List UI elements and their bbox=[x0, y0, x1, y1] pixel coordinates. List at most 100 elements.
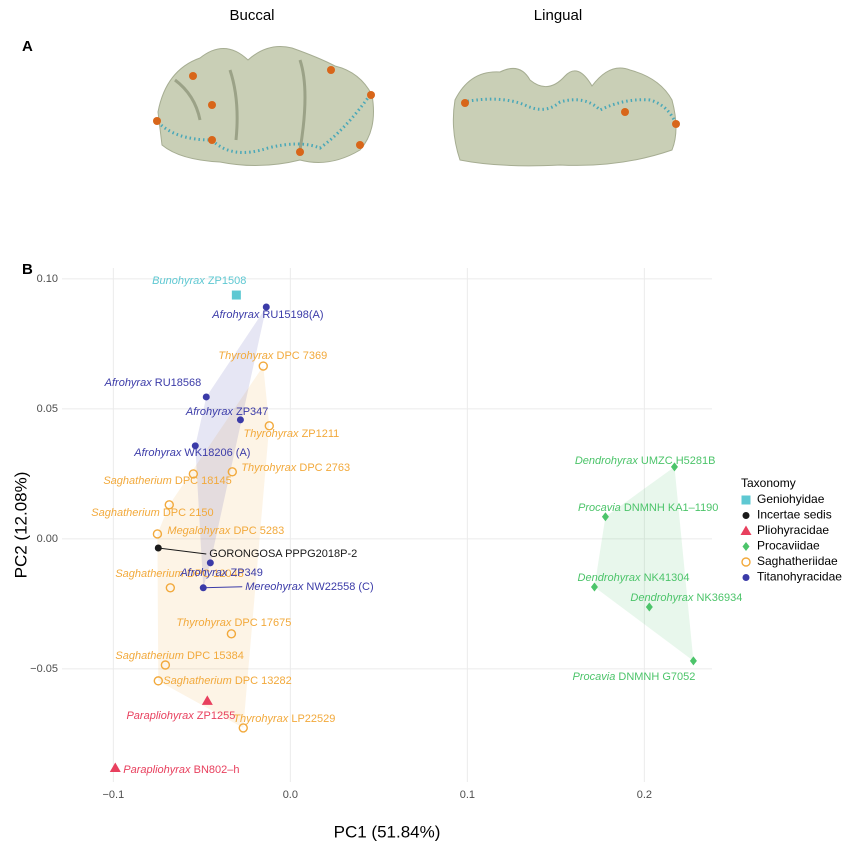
point bbox=[202, 393, 210, 401]
point bbox=[236, 416, 244, 424]
legend-label: Incertae sedis bbox=[757, 508, 832, 522]
y-tick-label: −0.05 bbox=[30, 663, 58, 675]
genus: Saghatherium bbox=[115, 650, 184, 662]
point-label: Thyrohyrax LP22529 bbox=[233, 713, 335, 725]
specimen: DPC 5283 bbox=[233, 525, 284, 537]
specimen: WK18206 (A) bbox=[184, 447, 250, 459]
point-label: Thyrohyrax DPC 17675 bbox=[176, 617, 291, 629]
point-label: Bunohyrax ZP1508 bbox=[152, 275, 246, 287]
legend-label: Titanohyracidae bbox=[757, 570, 842, 584]
point bbox=[601, 512, 609, 522]
specimen: DNMNH G7052 bbox=[618, 671, 695, 683]
point bbox=[153, 676, 163, 686]
genus: Saghatherium bbox=[115, 568, 184, 580]
genus: Afrohyrax bbox=[179, 567, 228, 579]
genus: Procavia bbox=[573, 671, 616, 683]
point bbox=[152, 529, 163, 539]
point-label: GORONGOSA PPPG2018P-2 bbox=[209, 548, 357, 560]
genus: Dendrohyrax bbox=[578, 572, 641, 584]
specimen: LP22529 bbox=[291, 713, 335, 725]
view-label: Buccal bbox=[229, 7, 274, 24]
specimen: NK36934 bbox=[696, 592, 742, 604]
point bbox=[165, 583, 176, 593]
specimen: DPC 2150 bbox=[163, 507, 214, 519]
x-axis-title: PC1 (51.84%) bbox=[334, 822, 441, 841]
legend-title: Taxonomy bbox=[741, 476, 796, 490]
label-connector bbox=[158, 547, 207, 555]
panel-a: A Buccal Lingual bbox=[22, 7, 680, 167]
panel-label: A bbox=[22, 38, 33, 55]
specimen: GORONGOSA PPPG2018P-2 bbox=[209, 548, 357, 560]
x-tick-label: −0.1 bbox=[102, 789, 124, 801]
x-tick-label: 0.1 bbox=[460, 789, 475, 801]
point bbox=[191, 442, 199, 450]
point bbox=[154, 544, 162, 552]
point bbox=[188, 469, 199, 479]
tooth-ridge bbox=[174, 59, 307, 151]
point-label: Parapliohyrax BN802–h bbox=[123, 764, 239, 776]
y-tick-label: 0.00 bbox=[37, 533, 58, 545]
genus: Procavia bbox=[578, 502, 621, 514]
point bbox=[160, 660, 171, 670]
point-label: Saghatherium DPC 13282 bbox=[163, 675, 291, 687]
specimen: DPC 12048 bbox=[187, 568, 244, 580]
genus: Afrohyrax bbox=[133, 447, 182, 459]
specimen: NK41304 bbox=[644, 572, 690, 584]
point-label: Procavia DNMNH G7052 bbox=[573, 671, 696, 683]
tooth-lingual bbox=[452, 67, 677, 167]
point bbox=[109, 762, 121, 772]
convex-hull bbox=[157, 366, 270, 728]
point-label: Megalohyrax DPC 5283 bbox=[167, 525, 284, 537]
point-label: Saghatherium DPC 18145 bbox=[103, 475, 231, 487]
legend-label: Geniohyidae bbox=[757, 492, 825, 506]
genus: Thyrohyrax bbox=[233, 713, 289, 725]
point bbox=[227, 467, 237, 477]
point-label: Dendrohyrax UMZC H5281B bbox=[575, 455, 716, 467]
landmarks bbox=[461, 99, 680, 128]
point-label: Afrohyrax RU18568 bbox=[104, 377, 202, 389]
specimen: DNMNH KA1–1190 bbox=[624, 502, 719, 514]
genus: Bunohyrax bbox=[152, 275, 205, 287]
point bbox=[264, 421, 274, 431]
genus: Thyrohyrax bbox=[218, 350, 274, 362]
genus: Thyrohyrax bbox=[241, 462, 297, 474]
point-label: Dendrohyrax NK41304 bbox=[578, 572, 690, 584]
specimen: DPC 2763 bbox=[299, 462, 350, 474]
point bbox=[590, 582, 598, 592]
specimen: ZP1255 bbox=[197, 710, 236, 722]
view-label: Lingual bbox=[534, 7, 582, 24]
specimen: DPC 15384 bbox=[187, 650, 244, 662]
point-label: Saghatherium DPC 15384 bbox=[115, 650, 243, 662]
y-axis-title: PC2 (12.08%) bbox=[11, 472, 30, 579]
specimen: ZP1211 bbox=[302, 428, 340, 440]
point bbox=[201, 695, 213, 705]
specimen: ZP349 bbox=[230, 567, 262, 579]
landmark-curve bbox=[462, 97, 678, 125]
genus: Saghatherium bbox=[103, 475, 171, 487]
genus: Afrohyrax bbox=[211, 309, 260, 321]
genus: Saghatherium bbox=[91, 507, 160, 519]
point-label: Saghatherium DPC 12048 bbox=[115, 568, 243, 580]
point bbox=[206, 559, 214, 567]
y-tick-label: 0.10 bbox=[37, 273, 58, 285]
specimen: RU15198(A) bbox=[262, 309, 323, 321]
point bbox=[262, 303, 270, 311]
landmarks bbox=[153, 66, 375, 156]
point bbox=[689, 656, 697, 666]
genus: Parapliohyrax bbox=[126, 710, 194, 722]
point bbox=[231, 290, 241, 300]
point bbox=[199, 584, 207, 592]
genus: Afrohyrax bbox=[185, 406, 234, 418]
convex-hull bbox=[195, 306, 267, 588]
point-label: Afrohyrax ZP347 bbox=[185, 406, 269, 418]
point-label: Thyrohyrax DPC 2763 bbox=[241, 462, 350, 474]
point-label: Thyrohyrax DPC 7369 bbox=[218, 350, 327, 362]
point-label: Afrohyrax RU15198(A) bbox=[211, 309, 323, 321]
specimen: ZP1508 bbox=[208, 275, 247, 287]
genus: Afrohyrax bbox=[104, 377, 153, 389]
genus: Saghatherium bbox=[163, 675, 232, 687]
legend-marker bbox=[741, 495, 751, 505]
point bbox=[645, 602, 653, 612]
specimen: DPC 13282 bbox=[235, 675, 292, 687]
